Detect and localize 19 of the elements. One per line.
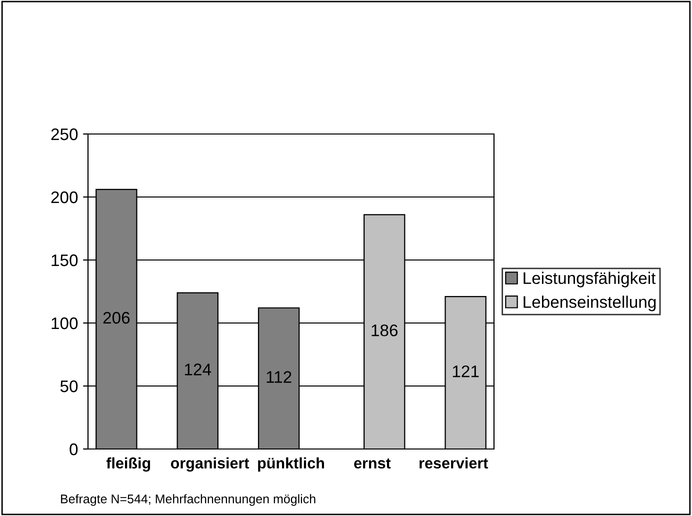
data-label: 124 (184, 364, 212, 376)
y-tick-label: 200 (51, 191, 78, 204)
y-tick-label: 50 (60, 380, 78, 392)
y-tick-label: 150 (52, 254, 78, 266)
data-label: 121 (452, 365, 479, 378)
data-label: 186 (372, 324, 398, 336)
legend-label: Lebenseinstellung (524, 296, 656, 312)
x-tick-label: pünktlich (258, 457, 324, 472)
x-tick-label: fleißig (106, 457, 150, 472)
text: Befragte N=544; Mehrfachnennungen möglich (61, 494, 316, 506)
data-label: 112 (266, 371, 292, 383)
data-label: 206 (103, 312, 130, 324)
y-tick-label: 100 (52, 317, 78, 330)
y-tick-label: 250 (51, 128, 78, 140)
x-tick-label: ernst (354, 458, 391, 469)
x-tick-label: organisiert (170, 457, 250, 472)
legend-label: Leistungsfähigkeit (524, 272, 656, 288)
y-tick-label: 0 (70, 443, 78, 456)
x-tick-label: reserviert (420, 457, 488, 469)
